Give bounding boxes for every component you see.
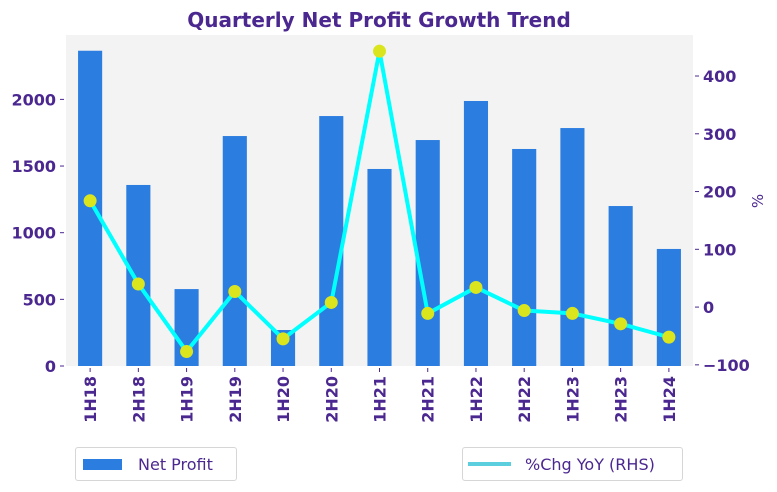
right-tick-label: 100 xyxy=(703,240,736,259)
left-tick-label: 2000 xyxy=(11,90,56,109)
point-1H18 xyxy=(83,194,97,208)
bar-2H19 xyxy=(222,136,247,366)
bar-1H21 xyxy=(367,168,392,366)
bar-series xyxy=(78,50,681,367)
point-2H23 xyxy=(614,317,628,331)
legend-item-net-profit: Net Profit xyxy=(75,447,237,481)
x-tick-label: 2H18 xyxy=(129,376,148,423)
point-1H24 xyxy=(662,330,676,344)
x-tick-label: 1H19 xyxy=(178,376,197,423)
x-tick-label: 2H20 xyxy=(322,376,341,423)
legend-swatch-bar xyxy=(83,458,122,470)
bar-2H18 xyxy=(126,184,151,366)
x-tick-label: 1H22 xyxy=(467,376,486,423)
legend-swatch-line xyxy=(468,462,511,466)
bar-2H22 xyxy=(512,148,537,366)
x-tick-label: 1H18 xyxy=(81,376,100,423)
x-tick-label: 1H20 xyxy=(274,376,293,423)
left-axis: 0 500 1000 1500 2000 xyxy=(11,90,64,376)
point-1H21 xyxy=(373,44,386,58)
point-2H19 xyxy=(228,284,242,298)
right-tick-label: −100 xyxy=(703,356,750,375)
right-tick-label: 400 xyxy=(703,67,736,86)
left-tick-label: 1500 xyxy=(11,157,56,176)
bar-1H18 xyxy=(78,50,103,366)
point-1H22 xyxy=(469,280,483,294)
point-2H20 xyxy=(324,295,338,309)
point-1H23 xyxy=(565,306,579,320)
bar-1H24 xyxy=(656,248,681,366)
point-2H22 xyxy=(517,304,531,318)
x-tick-label: 2H19 xyxy=(226,376,245,423)
right-tick-label: 200 xyxy=(703,183,736,202)
right-axis-label: % xyxy=(749,194,767,208)
x-tick-label: 2H21 xyxy=(419,376,438,423)
point-1H20 xyxy=(276,332,290,346)
bar-2H21 xyxy=(415,140,440,366)
bar-1H23 xyxy=(560,128,585,366)
bar-1H22 xyxy=(463,100,489,367)
bar-2H20 xyxy=(319,116,344,366)
point-2H21 xyxy=(421,306,435,320)
x-axis: 1H18 2H18 1H19 2H19 1H20 2H20 1H21 2H21 1H22 2H22… xyxy=(81,368,679,423)
x-tick-label: 1H21 xyxy=(371,376,390,423)
x-tick-label: 1H24 xyxy=(660,376,679,423)
right-tick-label: 0 xyxy=(703,298,714,317)
chart-title: Quarterly Net Profit Growth Trend xyxy=(187,8,571,32)
left-tick-label: 1000 xyxy=(11,224,56,243)
right-tick-label: 300 xyxy=(703,125,736,144)
bar-2H23 xyxy=(608,206,633,366)
x-tick-label: 2H23 xyxy=(612,376,631,423)
legend-label-net-profit: Net Profit xyxy=(138,454,213,474)
point-1H19 xyxy=(180,345,194,359)
x-tick-label: 1H23 xyxy=(563,376,582,423)
legend-label-chg-yoy: %Chg YoY (RHS) xyxy=(525,454,655,474)
x-tick-label: 2H22 xyxy=(515,376,534,423)
point-2H18 xyxy=(131,277,145,291)
right-axis: −100 0 100 200 300 400 xyxy=(695,67,750,375)
legend-item-chg-yoy: %Chg YoY (RHS) xyxy=(462,447,683,481)
line-series xyxy=(83,44,676,359)
left-tick-label: 0 xyxy=(45,357,56,376)
left-tick-label: 500 xyxy=(23,290,56,309)
